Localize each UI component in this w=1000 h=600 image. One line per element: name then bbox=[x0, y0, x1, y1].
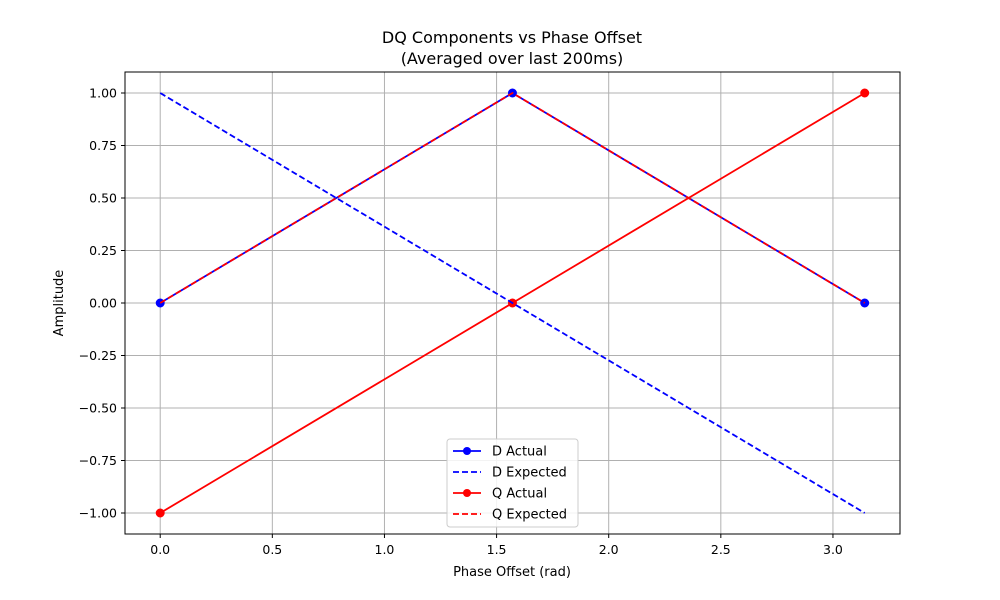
x-tick-label: 0.0 bbox=[150, 542, 170, 557]
x-axis-label: Phase Offset (rad) bbox=[453, 565, 571, 580]
legend: D Actual D Expected Q Actual Q Expected bbox=[446, 438, 579, 528]
y-tick-label: 1.00 bbox=[89, 86, 117, 101]
grid-lines bbox=[125, 72, 900, 534]
legend-label: D Expected bbox=[492, 466, 567, 481]
y-tick-label: −0.75 bbox=[79, 453, 117, 468]
y-tick-label: 0.25 bbox=[89, 243, 117, 258]
y-tick-label: −0.25 bbox=[79, 348, 117, 363]
x-tick-label: 1.0 bbox=[375, 542, 395, 557]
q-actual-point bbox=[155, 508, 165, 518]
legend-label: D Actual bbox=[492, 445, 547, 460]
axis-ticks: 0.0 0.5 1.0 1.5 2.0 2.5 3.0 1.00 0.75 0.50 0.25 0.0… bbox=[79, 86, 843, 558]
legend-label: Q Actual bbox=[492, 487, 547, 502]
plot-frame bbox=[124, 71, 901, 535]
chart-title: DQ Components vs Phase Offset bbox=[382, 28, 642, 47]
y-tick-label: −0.50 bbox=[79, 401, 117, 416]
legend-marker bbox=[463, 489, 471, 497]
legend-box bbox=[446, 438, 579, 528]
x-tick-label: 1.5 bbox=[487, 542, 507, 557]
q-expected-line bbox=[159, 91, 866, 304]
y-tick-label: −1.00 bbox=[79, 506, 117, 521]
y-axis-label: Amplitude bbox=[52, 270, 67, 337]
y-tick-label: 0.75 bbox=[89, 138, 117, 153]
q-actual-point bbox=[860, 88, 870, 98]
x-tick-label: 2.5 bbox=[711, 542, 731, 557]
x-tick-label: 0.5 bbox=[262, 542, 282, 557]
d-actual-point bbox=[860, 298, 870, 308]
d-actual-point bbox=[155, 298, 165, 308]
series-lines bbox=[155, 88, 870, 518]
chart-subtitle: (Averaged over last 200ms) bbox=[401, 49, 624, 68]
y-tick-label: 0.50 bbox=[89, 191, 117, 206]
y-tick-label: 0.00 bbox=[89, 296, 117, 311]
d-expected-line bbox=[159, 92, 866, 514]
x-tick-label: 3.0 bbox=[823, 542, 843, 557]
legend-marker bbox=[463, 447, 471, 455]
x-tick-label: 2.0 bbox=[599, 542, 619, 557]
legend-label: Q Expected bbox=[492, 508, 567, 523]
